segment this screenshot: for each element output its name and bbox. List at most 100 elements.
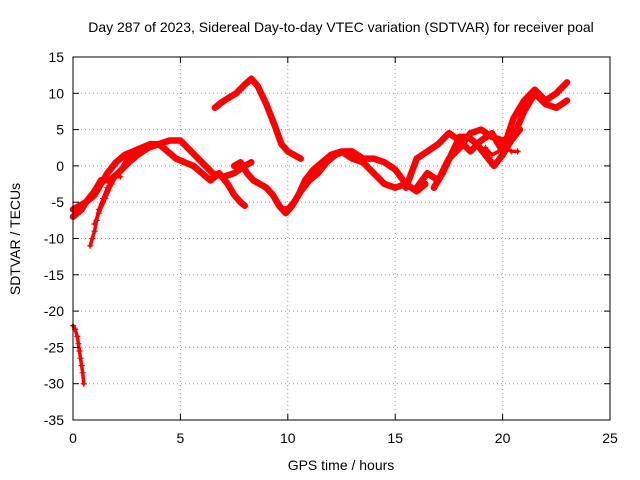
data-point-marker	[89, 235, 96, 242]
data-point-marker	[112, 159, 119, 166]
data-point-marker	[553, 104, 560, 111]
data-point-marker	[241, 202, 248, 209]
data-point-marker	[553, 90, 560, 97]
data-point-marker	[271, 122, 278, 129]
data-point-marker	[370, 155, 377, 162]
data-point-marker	[207, 177, 214, 184]
data-point-marker	[499, 137, 506, 144]
data-point-marker	[473, 141, 480, 148]
data-point-marker	[237, 159, 244, 166]
data-point-marker	[231, 191, 238, 198]
data-point-marker	[323, 159, 330, 166]
data-point-marker	[95, 210, 102, 217]
data-point-marker	[220, 173, 227, 180]
data-point-marker	[359, 155, 366, 162]
data-point-marker	[291, 199, 298, 206]
data-point-marker	[370, 170, 377, 177]
data-point-marker	[80, 380, 87, 387]
data-point-marker	[392, 166, 399, 173]
y-tick-label: -20	[44, 303, 64, 319]
data-point-marker	[482, 152, 489, 159]
data-point-marker	[121, 152, 128, 159]
data-point-marker	[332, 152, 339, 159]
data-point-marker	[413, 155, 420, 162]
data-point-marker	[482, 144, 489, 151]
x-tick-label: 5	[177, 430, 185, 446]
data-point-marker	[445, 130, 452, 137]
data-point-marker	[79, 369, 86, 376]
data-point-marker	[269, 191, 276, 198]
data-point-marker	[198, 170, 205, 177]
data-point-marker	[349, 148, 356, 155]
data-point-marker	[134, 152, 141, 159]
x-tick-label: 0	[69, 430, 77, 446]
data-point-marker	[478, 126, 485, 133]
data-point-marker	[508, 137, 515, 144]
data-point-marker	[209, 170, 216, 177]
data-point-marker	[340, 148, 347, 155]
data-point-marker	[478, 137, 485, 144]
data-point-marker	[499, 152, 506, 159]
data-point-marker	[115, 170, 122, 177]
data-point-marker	[501, 144, 508, 151]
data-point-marker	[402, 184, 409, 191]
data-point-marker	[78, 362, 85, 369]
data-point-marker	[173, 155, 180, 162]
y-tick-label: -15	[44, 267, 64, 283]
y-tick-label: -25	[44, 339, 64, 355]
y-axis-label: SDTVAR / TECUs	[7, 183, 23, 295]
data-point-marker	[123, 155, 130, 162]
data-point-marker	[465, 133, 472, 140]
data-point-marker	[495, 148, 502, 155]
data-point-marker	[243, 170, 250, 177]
data-point-marker	[435, 141, 442, 148]
data-point-marker	[488, 133, 495, 140]
data-point-marker	[297, 155, 304, 162]
data-point-marker	[349, 155, 356, 162]
data-point-marker	[278, 141, 285, 148]
data-point-marker	[190, 162, 197, 169]
data-point-marker	[91, 228, 98, 235]
data-point-marker	[130, 148, 137, 155]
y-tick-label: 15	[48, 49, 64, 65]
data-point-marker	[248, 75, 255, 82]
data-point-marker	[488, 152, 495, 159]
data-point-marker	[224, 181, 231, 188]
data-point-marker	[188, 148, 195, 155]
data-point-marker	[76, 202, 83, 209]
data-point-marker	[314, 170, 321, 177]
y-tick-label: -10	[44, 231, 64, 247]
data-point-marker	[97, 177, 104, 184]
y-tick-label: -5	[52, 194, 65, 210]
data-point-marker	[224, 95, 231, 102]
data-point-marker	[564, 79, 571, 86]
data-point-marker	[155, 141, 162, 148]
data-point-marker	[381, 159, 388, 166]
axis-ticks: 0 5 10 15 20 25 15 10 5 0 -5 -10 -15 -20 -25 -30 -35	[44, 49, 618, 446]
y-tick-label: 10	[48, 85, 64, 101]
data-point-marker	[250, 177, 257, 184]
data-point-marker	[284, 148, 291, 155]
data-point-marker	[510, 115, 517, 122]
data-point-marker	[306, 177, 313, 184]
data-point-marker	[531, 90, 538, 97]
data-point-marker	[91, 188, 98, 195]
data-point-marker	[198, 159, 205, 166]
y-tick-label: 0	[56, 158, 64, 174]
y-tick-label: -30	[44, 376, 64, 392]
data-point-marker	[284, 206, 291, 213]
data-point-marker	[166, 137, 173, 144]
data-point-marker	[125, 159, 132, 166]
data-point-marker	[521, 97, 528, 104]
y-tick-label: -35	[44, 412, 64, 428]
data-point-marker	[76, 348, 83, 355]
data-point-marker	[291, 152, 298, 159]
data-point-marker	[392, 184, 399, 191]
data-point-marker	[218, 99, 225, 106]
data-point-marker	[104, 170, 111, 177]
data-point-marker	[263, 101, 270, 108]
data-point-marker	[74, 333, 81, 340]
data-point-marker	[74, 210, 81, 217]
data-point-marker	[439, 170, 446, 177]
